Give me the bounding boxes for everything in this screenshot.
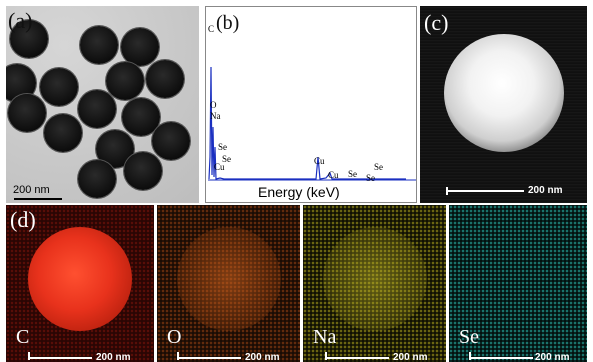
nanosphere [40,68,78,106]
scale-bar [446,190,524,192]
element-label: C [16,326,30,348]
peak-label-se: Se [348,169,357,179]
element-map-o: O 200 nm [157,205,300,362]
eds-spectrum-panel: (b) C O Na Se Se Cu Cu Cu Se Se Se Energ… [205,6,417,203]
scale-bar-label: 200 nm [13,184,50,196]
element-map-se: Se 200 nm [449,205,587,362]
nanosphere [121,28,159,66]
scale-bar-label: 200 nm [535,352,570,362]
peak-label-cu: Cu [328,170,339,180]
element-label: O [167,326,182,348]
nanosphere [8,94,46,132]
eds-spectrum-plot [208,66,416,181]
peak-label-se: Se [222,154,231,164]
panel-label-d: (d) [10,207,36,232]
peak-label-c: C [208,24,215,34]
nanosphere [124,152,162,190]
peak-label-se: Se [374,162,383,172]
element-map-c: (d) C 200 nm [6,205,154,362]
nanosphere [10,20,48,58]
x-axis-label: Energy (keV) [258,184,340,200]
nanosphere-signal [28,227,132,331]
nanosphere [152,122,190,160]
scale-bar-label: 200 nm [245,352,280,362]
nanosphere-signal [323,227,427,331]
scale-bar-label: 200 nm [528,185,563,196]
scale-bar-label: 200 nm [96,352,131,362]
nanosphere [78,160,116,198]
scale-bar [14,198,62,200]
element-label: Se [459,326,479,348]
peak-label-o: O [210,100,217,110]
scale-bar [177,352,241,360]
tem-image-panel: (a) 200 nm [6,6,199,203]
nanosphere-signal [177,227,281,331]
panel-label-c: (c) [424,10,449,35]
peak-label-cu: Cu [214,162,225,172]
scale-bar [469,352,533,360]
scale-bar [28,352,92,360]
peak-label-se: Se [366,173,375,183]
element-map-na: Na 200 nm [303,205,446,362]
peak-label-cu: Cu [314,156,325,166]
nanosphere [80,26,118,64]
nanosphere [78,90,116,128]
scale-bar-label: 200 nm [393,352,428,362]
scale-bar [325,352,389,360]
panel-label-a: (a) [8,8,33,33]
nanosphere [44,114,82,152]
element-label: Na [313,326,337,348]
nanosphere [106,62,144,100]
nanosphere [122,98,160,136]
peak-label-na: Na [210,111,221,121]
peak-label-se: Se [218,142,227,152]
stem-image-panel: (c) 200 nm [420,6,587,203]
panel-label-b: (b) [216,12,240,34]
nanosphere [444,34,564,152]
nanosphere [146,60,184,98]
